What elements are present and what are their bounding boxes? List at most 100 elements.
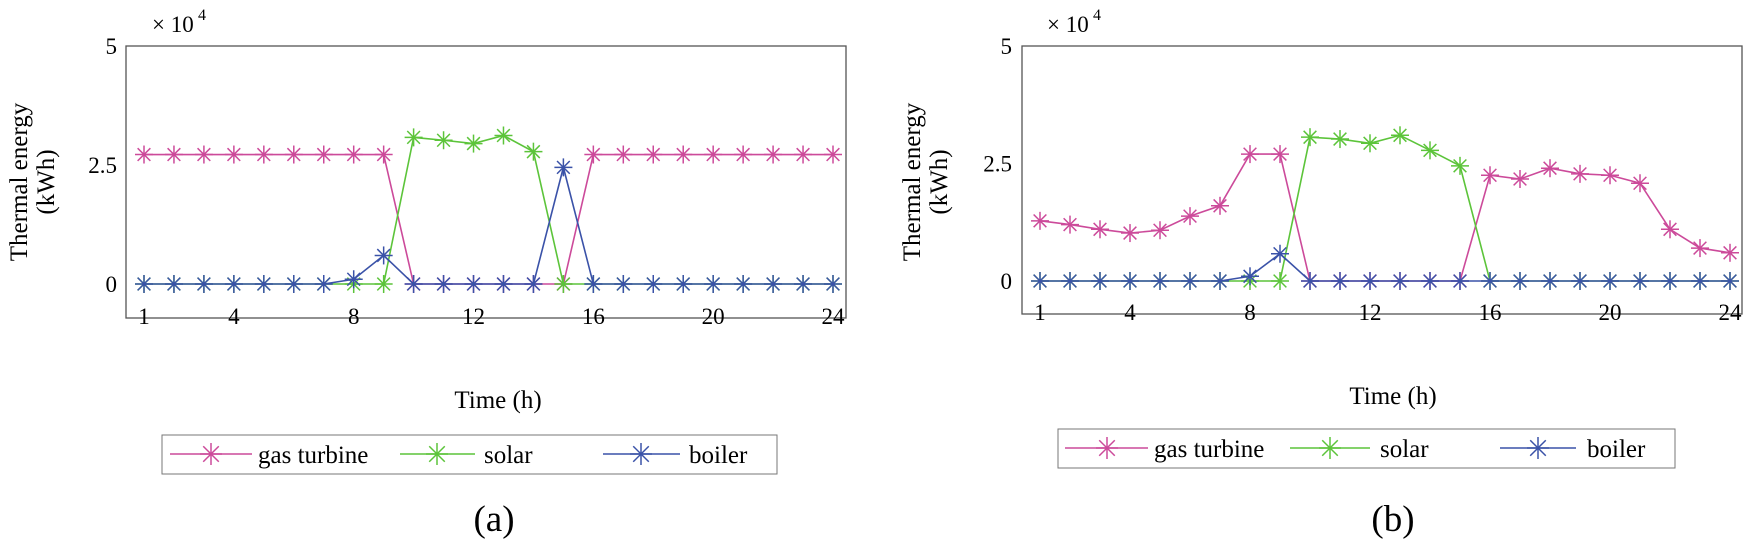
legend-label-boiler: boiler bbox=[1587, 436, 1646, 463]
data-point-gas-turbine-stroke bbox=[586, 147, 601, 162]
data-point-gas-turbine bbox=[1481, 166, 1499, 185]
data-point-boiler-stroke bbox=[616, 277, 631, 291]
data-point-solar bbox=[1301, 128, 1319, 147]
data-point-boiler-stroke bbox=[1363, 274, 1377, 288]
x-tick-label: 8 bbox=[348, 304, 360, 329]
data-point-boiler bbox=[1361, 272, 1379, 290]
data-point-gas-turbine bbox=[1181, 207, 1199, 226]
data-point-boiler-stroke bbox=[466, 277, 481, 291]
data-point-boiler-stroke bbox=[316, 277, 331, 291]
x-tick-label: 12 bbox=[1359, 300, 1382, 325]
data-point-gas-turbine-stroke bbox=[256, 147, 271, 162]
data-point-boiler-stroke bbox=[167, 277, 181, 291]
data-point-gas-turbine bbox=[1541, 159, 1559, 178]
legend: gas turbine solar boiler bbox=[161, 434, 778, 475]
data-point-boiler bbox=[1571, 272, 1589, 290]
legend-marker-boiler-stroke bbox=[632, 445, 650, 463]
data-point-gas-turbine-stroke bbox=[316, 147, 331, 162]
data-point-boiler bbox=[1661, 272, 1679, 290]
data-point-gas-turbine-stroke bbox=[1663, 222, 1677, 237]
data-point-boiler-stroke bbox=[1393, 274, 1407, 288]
data-point-solar bbox=[374, 275, 393, 293]
data-point-boiler bbox=[1121, 272, 1139, 290]
data-point-boiler bbox=[1691, 272, 1709, 290]
legend-marker-gas-turbine-stroke bbox=[202, 445, 220, 463]
x-tick-label: 16 bbox=[582, 304, 605, 329]
data-point-gas-turbine bbox=[644, 145, 663, 164]
data-point-boiler bbox=[1031, 272, 1049, 290]
data-point-gas-turbine bbox=[824, 145, 842, 164]
data-point-gas-turbine bbox=[284, 145, 303, 164]
data-point-boiler bbox=[794, 275, 813, 293]
y-axis-label-line2: (kWh) bbox=[33, 149, 60, 214]
data-point-gas-turbine-stroke bbox=[1633, 176, 1647, 191]
data-point-gas-turbine bbox=[1661, 220, 1679, 239]
data-point-boiler-stroke bbox=[376, 248, 391, 263]
data-point-boiler-stroke bbox=[137, 277, 151, 291]
chart-panel-b: 02.55 1 4 8 12 16 20 24 × 10 4 Thermal energy … bbox=[899, 7, 1743, 540]
series-line-boiler bbox=[1040, 252, 1730, 282]
data-point-gas-turbine bbox=[584, 145, 603, 164]
data-point-solar-stroke bbox=[466, 136, 481, 151]
data-point-boiler-stroke bbox=[1153, 274, 1167, 288]
data-point-solar-stroke bbox=[556, 277, 571, 291]
data-point-boiler-stroke bbox=[197, 277, 211, 291]
data-point-boiler-stroke bbox=[346, 272, 361, 287]
data-point-solar bbox=[554, 275, 573, 293]
legend-label-gas-turbine: gas turbine bbox=[1154, 436, 1264, 463]
data-point-boiler bbox=[1631, 272, 1649, 290]
data-point-boiler bbox=[1301, 272, 1319, 290]
data-point-boiler bbox=[1331, 272, 1349, 290]
data-point-gas-turbine bbox=[254, 145, 273, 164]
data-point-boiler-stroke bbox=[1033, 274, 1047, 288]
x-axis-label: Time (h) bbox=[1349, 383, 1436, 410]
data-point-gas-turbine bbox=[1601, 166, 1619, 185]
data-point-boiler-stroke bbox=[646, 277, 661, 291]
data-point-gas-turbine bbox=[1211, 196, 1229, 215]
data-point-boiler-stroke bbox=[1333, 274, 1347, 288]
data-point-gas-turbine bbox=[1121, 224, 1139, 243]
data-point-gas-turbine bbox=[764, 145, 783, 164]
data-point-solar bbox=[524, 142, 543, 161]
data-point-boiler bbox=[135, 275, 153, 293]
data-point-gas-turbine bbox=[1691, 239, 1709, 258]
data-point-boiler bbox=[224, 275, 243, 293]
panel-caption-b: (b) bbox=[1371, 499, 1414, 540]
data-point-gas-turbine bbox=[1511, 170, 1529, 189]
data-point-boiler-stroke bbox=[1603, 274, 1617, 288]
data-point-solar-stroke bbox=[1273, 274, 1287, 288]
series-line-gas-turbine bbox=[144, 153, 833, 285]
data-point-boiler bbox=[1211, 272, 1229, 290]
data-point-boiler-stroke bbox=[1453, 274, 1467, 288]
data-point-gas-turbine bbox=[1721, 243, 1739, 262]
data-point-boiler-stroke bbox=[1573, 274, 1587, 288]
y-exponent-base: × 10 bbox=[1047, 12, 1089, 37]
data-point-boiler bbox=[824, 275, 842, 293]
data-point-solar bbox=[1361, 134, 1379, 153]
data-point-boiler-stroke bbox=[1423, 274, 1437, 288]
data-point-gas-turbine bbox=[224, 145, 243, 164]
series-group bbox=[1031, 126, 1739, 290]
legend-label-solar: solar bbox=[484, 442, 533, 469]
data-point-gas-turbine bbox=[1241, 145, 1259, 164]
data-point-boiler-stroke bbox=[496, 277, 511, 291]
data-point-boiler bbox=[494, 275, 513, 293]
data-point-gas-turbine bbox=[734, 145, 753, 164]
data-point-boiler-stroke bbox=[1693, 274, 1707, 288]
data-point-gas-turbine bbox=[1061, 215, 1079, 234]
x-ticks: 1 4 8 12 16 20 24 bbox=[1034, 300, 1742, 325]
data-point-boiler bbox=[1151, 272, 1169, 290]
data-point-boiler bbox=[374, 246, 393, 265]
data-point-gas-turbine-stroke bbox=[346, 147, 361, 162]
data-point-boiler-stroke bbox=[226, 277, 241, 291]
x-tick-label: 16 bbox=[1479, 300, 1502, 325]
data-point-solar bbox=[464, 134, 483, 153]
data-point-boiler-stroke bbox=[1273, 246, 1287, 261]
data-point-boiler bbox=[1421, 272, 1439, 290]
data-point-gas-turbine-stroke bbox=[1213, 198, 1227, 213]
data-point-boiler-stroke bbox=[1543, 274, 1557, 288]
data-point-boiler-stroke bbox=[586, 277, 601, 291]
y-tick-label: 0 bbox=[106, 272, 118, 297]
y-tick-label: 5 bbox=[106, 34, 118, 59]
